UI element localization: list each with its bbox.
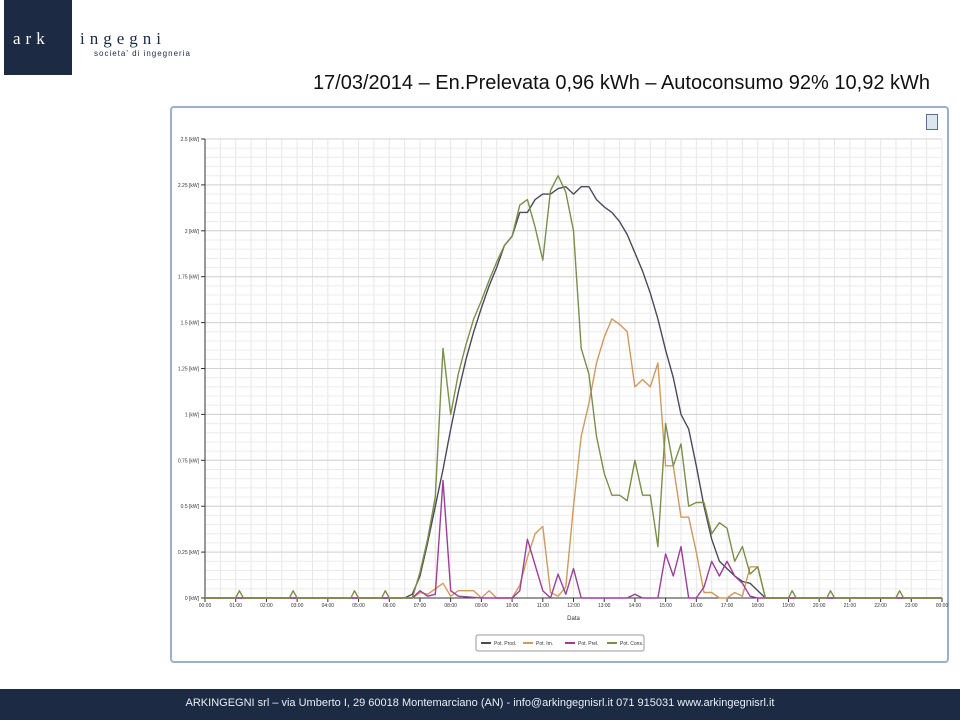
x-tick-label: 12:00 [567, 603, 580, 609]
logo-ingegni-text: ingegni [80, 29, 166, 48]
legend-label: Pot. Prel. [578, 641, 599, 647]
x-tick-label: 22:00 [874, 603, 887, 609]
x-tick-label: 10:00 [506, 603, 519, 609]
series-line-pot-prod [205, 185, 942, 599]
x-tick-label: 19:00 [782, 603, 795, 609]
legend-label: Pot. Cons. [620, 641, 643, 647]
x-tick-label: 09:00 [475, 603, 488, 609]
series-line-pot-prel [205, 479, 942, 599]
y-tick-label: 2.5 [kW] [181, 137, 200, 143]
y-tick-label: 0 [kW] [185, 596, 200, 602]
y-tick-label: 1 [kW] [185, 412, 200, 418]
export-icon[interactable] [926, 114, 938, 130]
x-tick-label: 13:00 [598, 603, 611, 609]
x-tick-label: 07:00 [414, 603, 427, 609]
series-line-pot-cons [205, 174, 942, 599]
y-tick-label: 0.75 [kW] [178, 458, 200, 464]
legend-label: Pot. Prod. [494, 641, 516, 647]
x-axis-label: Data [567, 616, 580, 622]
logo-ark-text: ark [13, 29, 50, 48]
x-tick-label: 08:00 [444, 603, 457, 609]
x-tick-label: 14:00 [629, 603, 642, 609]
x-tick-label: 17:00 [721, 603, 734, 609]
x-tick-label: 05:00 [352, 603, 365, 609]
x-tick-label: 21:00 [844, 603, 857, 609]
x-tick-label: 06:00 [383, 603, 396, 609]
y-tick-label: 0.25 [kW] [178, 550, 200, 556]
y-tick-label: 2 [kW] [185, 229, 200, 235]
y-tick-label: 1.5 [kW] [181, 321, 200, 327]
y-tick-label: 1.25 [kW] [178, 367, 200, 373]
y-tick-label: 1.75 [kW] [178, 275, 200, 281]
x-tick-label: 15:00 [659, 603, 672, 609]
legend-label: Pot. Im. [536, 641, 553, 647]
legend-box [475, 634, 645, 652]
x-tick-label: 03:00 [291, 603, 304, 609]
footer-bar [0, 689, 960, 720]
x-tick-label: 04:00 [322, 603, 335, 609]
y-tick-label: 2.25 [kW] [178, 183, 200, 189]
x-tick-label: 18:00 [751, 603, 764, 609]
x-tick-label: 01:00 [229, 603, 242, 609]
x-tick-label: 00:00 [936, 603, 949, 609]
x-tick-label: 02:00 [260, 603, 273, 609]
x-tick-label: 00:00 [199, 603, 212, 609]
logo-subtitle: societa' di ingegneria [94, 49, 191, 58]
logo-box [4, 0, 72, 75]
x-tick-label: 11:00 [537, 603, 549, 609]
series-line-pot-im [205, 318, 942, 599]
x-tick-label: 23:00 [905, 603, 918, 609]
footer-text: ARKINGEGNI srl – via Umberto I, 29 60018… [185, 697, 775, 709]
x-tick-label: 16:00 [690, 603, 703, 609]
x-tick-label: 20:00 [813, 603, 826, 609]
y-tick-label: 0.5 [kW] [181, 504, 200, 510]
page-title: 17/03/2014 – En.Prelevata 0,96 kWh – Aut… [312, 72, 930, 94]
